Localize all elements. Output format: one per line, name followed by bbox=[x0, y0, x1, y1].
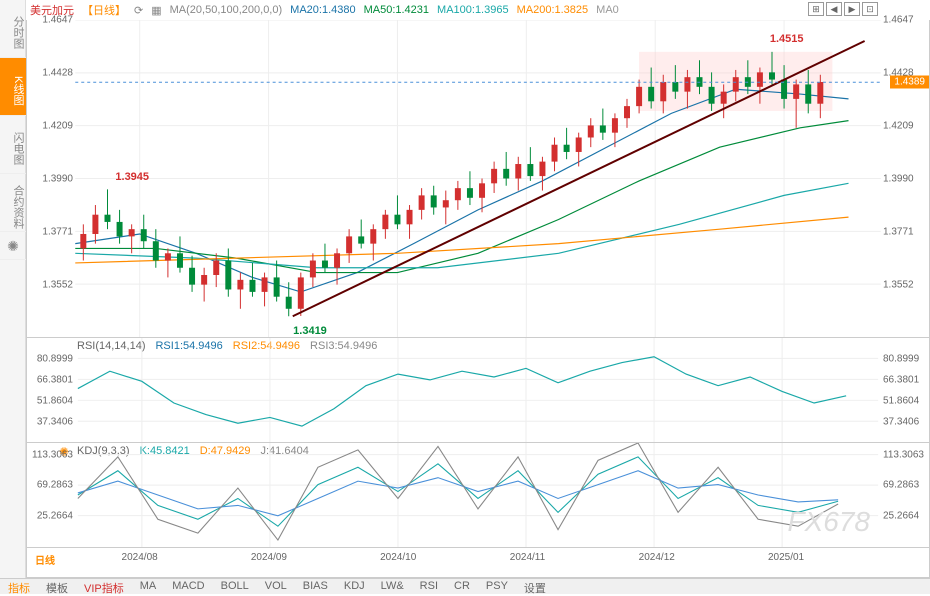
top-icon-3[interactable]: ⊡ bbox=[862, 2, 878, 16]
y-tick: 1.4647 bbox=[883, 15, 914, 26]
y-tick: 1.3771 bbox=[883, 227, 914, 238]
rsi-plot bbox=[75, 338, 881, 442]
ma0-label: MA0 bbox=[596, 4, 619, 16]
toolbar-tab-模板[interactable]: 模板 bbox=[38, 579, 76, 594]
main-chart[interactable]: 1.39451.34191.4515 1.46471.44281.42091.3… bbox=[26, 20, 930, 338]
y-tick: 113.3063 bbox=[32, 449, 73, 460]
toolbar-tab-RSI[interactable]: RSI bbox=[412, 579, 446, 594]
sidebar-gear-icon[interactable]: ✺ bbox=[0, 232, 26, 260]
toolbar-tab-KDJ[interactable]: KDJ bbox=[336, 579, 373, 594]
ma-config: MA(20,50,100,200,0,0) bbox=[170, 4, 283, 16]
rsi-y-left: 80.8999 66.3801 51.8604 37.3406 bbox=[27, 338, 75, 442]
top-icon-1[interactable]: ◀ bbox=[826, 2, 842, 16]
toolbar-tab-MA[interactable]: MA bbox=[132, 579, 165, 594]
toolbar-tab-BIAS[interactable]: BIAS bbox=[295, 579, 336, 594]
toolbar-tab-CR[interactable]: CR bbox=[446, 579, 478, 594]
main-plot: 1.3945 1.3419 1.4515 bbox=[75, 20, 881, 337]
y-tick: 113.3063 bbox=[883, 449, 924, 460]
ma20-label: MA20:1.4380 bbox=[290, 4, 355, 16]
toolbar-tab-指标[interactable]: 指标 bbox=[0, 579, 38, 594]
top-icon-0[interactable]: ⊞ bbox=[808, 2, 824, 16]
y-tick: 69.2863 bbox=[37, 480, 73, 491]
y-tick: 1.3771 bbox=[42, 227, 73, 238]
current-price-tag: 1.4389 bbox=[890, 76, 929, 89]
price-annotation: 1.3419 bbox=[293, 325, 327, 337]
grid-icon[interactable]: ▦ bbox=[151, 4, 161, 17]
sidebar: 分时图K线图闪电图合约资料✺ bbox=[0, 0, 26, 578]
top-icon-2[interactable]: ▶ bbox=[844, 2, 860, 16]
price-annotation: 1.3945 bbox=[115, 171, 149, 183]
y-tick: 1.3552 bbox=[883, 280, 914, 291]
y-tick: 1.4209 bbox=[883, 121, 914, 132]
toolbar-tab-VIP指标[interactable]: VIP指标 bbox=[76, 579, 132, 594]
y-tick: 80.8999 bbox=[37, 353, 73, 364]
y-tick: 51.8604 bbox=[883, 395, 919, 406]
bottom-toolbar: 指标模板VIP指标MAMACDBOLLVOLBIASKDJLW&RSICRPSY… bbox=[0, 578, 930, 594]
sidebar-item-2[interactable]: 闪电图 bbox=[0, 116, 26, 174]
ma200-label: MA200:1.3825 bbox=[517, 4, 589, 16]
price-annotation: 1.4515 bbox=[770, 33, 804, 45]
y-tick: 1.3552 bbox=[42, 280, 73, 291]
sidebar-item-1[interactable]: K线图 bbox=[0, 58, 26, 116]
x-axis-label: 日线 bbox=[35, 552, 55, 567]
y-tick: 1.4647 bbox=[42, 15, 73, 26]
y-tick: 1.3990 bbox=[42, 174, 73, 185]
y-tick: 1.4428 bbox=[42, 68, 73, 79]
y-tick: 51.8604 bbox=[37, 395, 73, 406]
kdj-plot bbox=[75, 443, 881, 547]
kdj-y-right: 113.3063 69.2863 25.2664 bbox=[881, 443, 929, 547]
main-svg bbox=[75, 20, 881, 337]
toolbar-tab-VOL[interactable]: VOL bbox=[257, 579, 295, 594]
y-tick: 1.3990 bbox=[883, 174, 914, 185]
y-tick: 37.3406 bbox=[37, 417, 73, 428]
sidebar-item-0[interactable]: 分时图 bbox=[0, 0, 26, 58]
y-tick: 25.2664 bbox=[883, 511, 919, 522]
toolbar-tab-LW&[interactable]: LW& bbox=[373, 579, 412, 594]
x-tick: 2024/09 bbox=[251, 552, 287, 563]
y-tick: 1.4209 bbox=[42, 121, 73, 132]
y-tick: 80.8999 bbox=[883, 353, 919, 364]
top-bar: 美元加元 【日线】 ⟳ ▦ MA(20,50,100,200,0,0) MA20… bbox=[26, 0, 930, 20]
kdj-y-left: 113.3063 69.2863 25.2664 bbox=[27, 443, 75, 547]
top-icon-group: ⊞◀▶⊡ bbox=[808, 2, 878, 16]
rsi-chart[interactable]: RSI(14,14,14) RSI1:54.9496 RSI2:54.9496 … bbox=[26, 338, 930, 443]
refresh-icon[interactable]: ⟳ bbox=[134, 4, 143, 17]
y-axis-right: 1.46471.44281.42091.39901.37711.35521.43… bbox=[881, 20, 929, 337]
x-axis: 日线 2024/08 2024/09 2024/10 2024/11 2024/12 20… bbox=[26, 548, 930, 578]
toolbar-tab-设置[interactable]: 设置 bbox=[516, 579, 554, 594]
y-tick: 69.2863 bbox=[883, 480, 919, 491]
y-tick: 66.3801 bbox=[883, 374, 919, 385]
sidebar-item-3[interactable]: 合约资料 bbox=[0, 174, 26, 232]
rsi-svg bbox=[75, 338, 881, 442]
toolbar-tab-BOLL[interactable]: BOLL bbox=[213, 579, 257, 594]
y-tick: 66.3801 bbox=[37, 374, 73, 385]
toolbar-tab-PSY[interactable]: PSY bbox=[478, 579, 516, 594]
ma50-label: MA50:1.4231 bbox=[364, 4, 429, 16]
y-axis-left: 1.46471.44281.42091.39901.37711.3552 bbox=[27, 20, 75, 337]
x-tick: 2024/10 bbox=[380, 552, 416, 563]
timeframe-label: 【日线】 bbox=[82, 2, 126, 18]
ma100-label: MA100:1.3965 bbox=[437, 4, 509, 16]
x-tick: 2024/12 bbox=[639, 552, 675, 563]
toolbar-tab-MACD[interactable]: MACD bbox=[164, 579, 212, 594]
watermark: FX678 bbox=[788, 506, 871, 538]
y-tick: 37.3406 bbox=[883, 417, 919, 428]
y-tick: 25.2664 bbox=[37, 511, 73, 522]
kdj-svg bbox=[75, 443, 881, 547]
x-tick: 2025/01 bbox=[768, 552, 804, 563]
rsi-y-right: 80.8999 66.3801 51.8604 37.3406 bbox=[881, 338, 929, 442]
x-tick: 2024/11 bbox=[510, 552, 545, 563]
x-tick: 2024/08 bbox=[122, 552, 158, 563]
chart-area: 美元加元 【日线】 ⟳ ▦ MA(20,50,100,200,0,0) MA20… bbox=[26, 0, 930, 578]
